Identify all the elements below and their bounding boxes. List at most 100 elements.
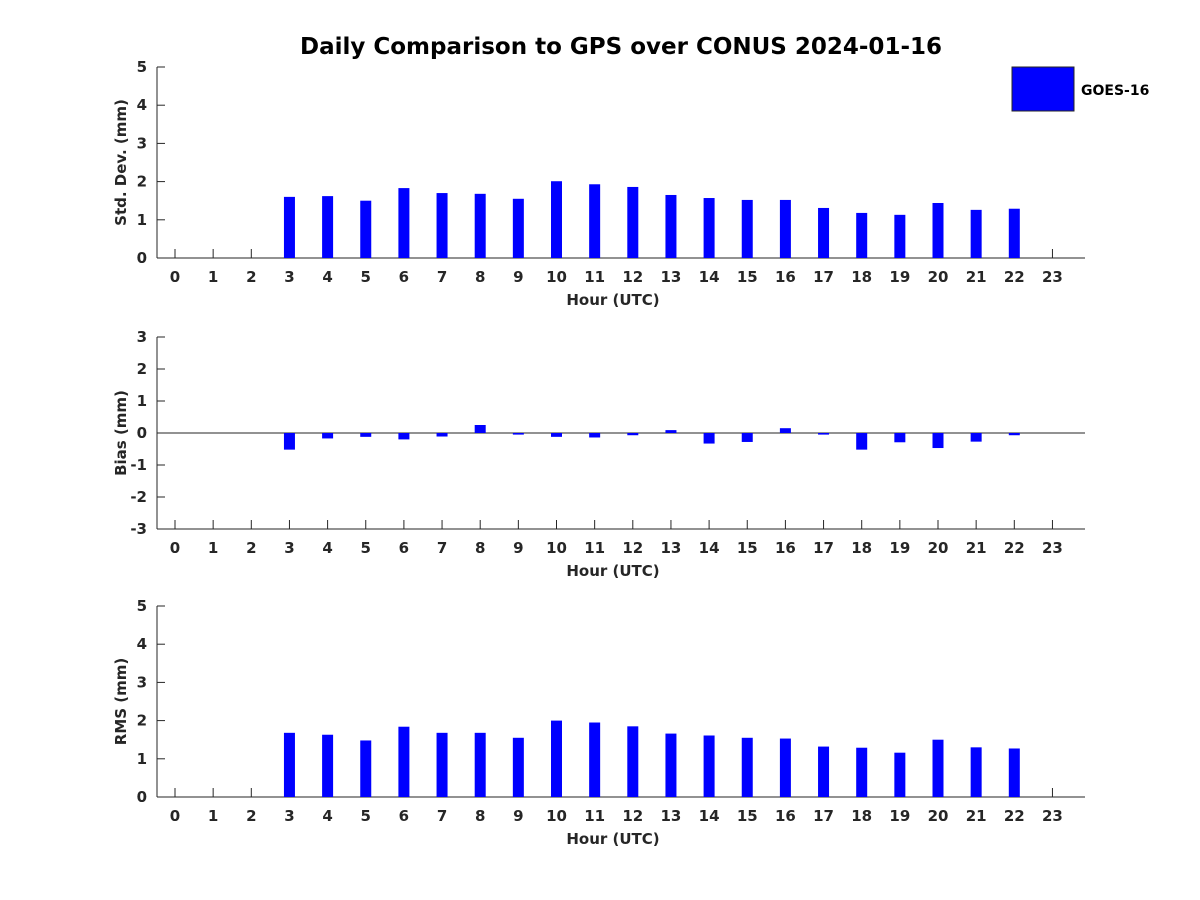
std-dev-x-tick-label: 18 [851,268,872,286]
rms-bar-hour-9 [512,737,524,797]
rms-x-tick-label: 9 [513,807,523,825]
rms-x-tick-label: 11 [584,807,605,825]
std-dev-x-tick-label: 1 [208,268,218,286]
legend-swatch [1011,66,1075,112]
bias-x-tick-label: 21 [966,539,987,557]
std-dev-bar-hour-14 [703,198,715,258]
rms-x-tick-label: 13 [661,807,682,825]
bias-bar-hour-5 [360,433,372,437]
std-dev-x-tick-label: 0 [170,268,180,286]
rms-x-tick-label: 16 [775,807,796,825]
rms-x-tick-label: 5 [361,807,371,825]
bias-x-tick-label: 11 [584,539,605,557]
rms-bar-hour-10 [551,720,562,797]
std-dev-x-tick-label: 6 [399,268,409,286]
rms-y-label: RMS (mm) [112,658,130,745]
std-dev-x-tick-label: 12 [622,268,643,286]
rms-x-tick-label: 8 [475,807,485,825]
std-dev-x-tick-label: 5 [361,268,371,286]
bias-bar-hour-18 [856,433,868,450]
std-dev-y-tick-label: 3 [137,134,147,152]
bias-x-label: Hour (UTC) [566,562,659,580]
rms-x-tick-label: 19 [889,807,910,825]
rms-y-tick-label: 4 [137,635,147,653]
std-dev-bar-hour-4 [322,196,334,258]
rms-x-tick-label: 7 [437,807,447,825]
bias-x-tick-label: 15 [737,539,758,557]
bias-bar-hour-12 [627,433,639,436]
rms-bar-hour-6 [398,726,410,797]
bias-x-tick-label: 9 [513,539,523,557]
bias-x-tick-label: 7 [437,539,447,557]
std-dev-x-tick-label: 4 [322,268,332,286]
rms-x-tick-label: 22 [1004,807,1025,825]
std-dev-x-tick-label: 19 [889,268,910,286]
bias-x-tick-label: 3 [284,539,294,557]
std-dev-bar-hour-22 [1008,208,1020,258]
bias-bar-hour-6 [398,433,410,440]
bias-bar-hour-22 [1008,433,1020,436]
bias-bar-hour-9 [512,433,524,435]
std-dev-x-tick-label: 13 [661,268,682,286]
rms-bar-hour-5 [360,740,372,797]
bias-x-tick-label: 23 [1042,539,1063,557]
rms-x-tick-label: 4 [322,807,332,825]
rms-x-tick-label: 21 [966,807,987,825]
bias-bar-hour-21 [970,433,982,442]
rms-x-label: Hour (UTC) [566,830,659,848]
std-dev-x-tick-label: 2 [246,268,256,286]
std-dev-y-tick-label: 0 [137,249,147,267]
bias-bar-hour-4 [322,433,334,439]
bias-bar-hour-16 [779,428,791,433]
rms-x-tick-label: 1 [208,807,218,825]
std-dev-bar-hour-18 [856,212,868,258]
std-dev-y-tick-label: 4 [137,96,147,114]
bias-bar-hour-19 [894,433,906,443]
bias-bar-hour-13 [665,430,677,433]
bias-x-tick-label: 4 [322,539,332,557]
legend-label: GOES-16 [1081,83,1149,99]
std-dev-bar-hour-20 [932,202,944,258]
std-dev-x-tick-label: 14 [699,268,720,286]
rms-x-tick-label: 3 [284,807,294,825]
rms-bar-hour-3 [283,732,295,797]
rms-x-tick-label: 17 [813,807,834,825]
bias-x-tick-label: 19 [889,539,910,557]
std-dev-bar-hour-6 [398,188,410,258]
std-dev-x-tick-label: 15 [737,268,758,286]
std-dev-bar-hour-16 [779,199,791,258]
std-dev-y-label: Std. Dev. (mm) [112,99,130,226]
bias-bar-hour-15 [741,433,753,442]
rms-y-tick-label: 3 [137,673,147,691]
std-dev-x-tick-label: 16 [775,268,796,286]
rms-x-tick-label: 18 [851,807,872,825]
bias-y-tick-label: -3 [130,520,147,538]
bias-x-tick-label: 17 [813,539,834,557]
bias-y-tick-label: 1 [137,392,147,410]
rms-y-tick-label: 5 [137,597,147,615]
rms-x-tick-label: 10 [546,807,567,825]
rms-bar-hour-22 [1008,748,1020,797]
std-dev-bar-hour-10 [551,181,562,258]
bias-x-tick-label: 18 [851,539,872,557]
std-dev-x-tick-label: 3 [284,268,294,286]
rms-y-tick-label: 1 [137,750,147,768]
std-dev-y-tick-label: 2 [137,173,147,191]
chart-title: Daily Comparison to GPS over CONUS 2024-… [300,34,942,60]
rms-x-tick-label: 20 [928,807,949,825]
std-dev-bar-hour-12 [627,186,639,258]
bias-bar-hour-8 [474,425,486,433]
bias-bar-hour-14 [703,433,715,444]
bias-x-tick-label: 20 [928,539,949,557]
std-dev-bar-hour-11 [589,184,601,258]
bias-x-tick-label: 0 [170,539,180,557]
bias-y-tick-label: -2 [130,488,147,506]
bias-bar-hour-11 [589,433,601,438]
std-dev-bar-hour-19 [894,214,906,258]
bias-x-tick-label: 22 [1004,539,1025,557]
std-dev-bar-hour-9 [512,198,524,258]
bias-y-tick-label: 0 [137,424,147,442]
rms-x-tick-label: 15 [737,807,758,825]
